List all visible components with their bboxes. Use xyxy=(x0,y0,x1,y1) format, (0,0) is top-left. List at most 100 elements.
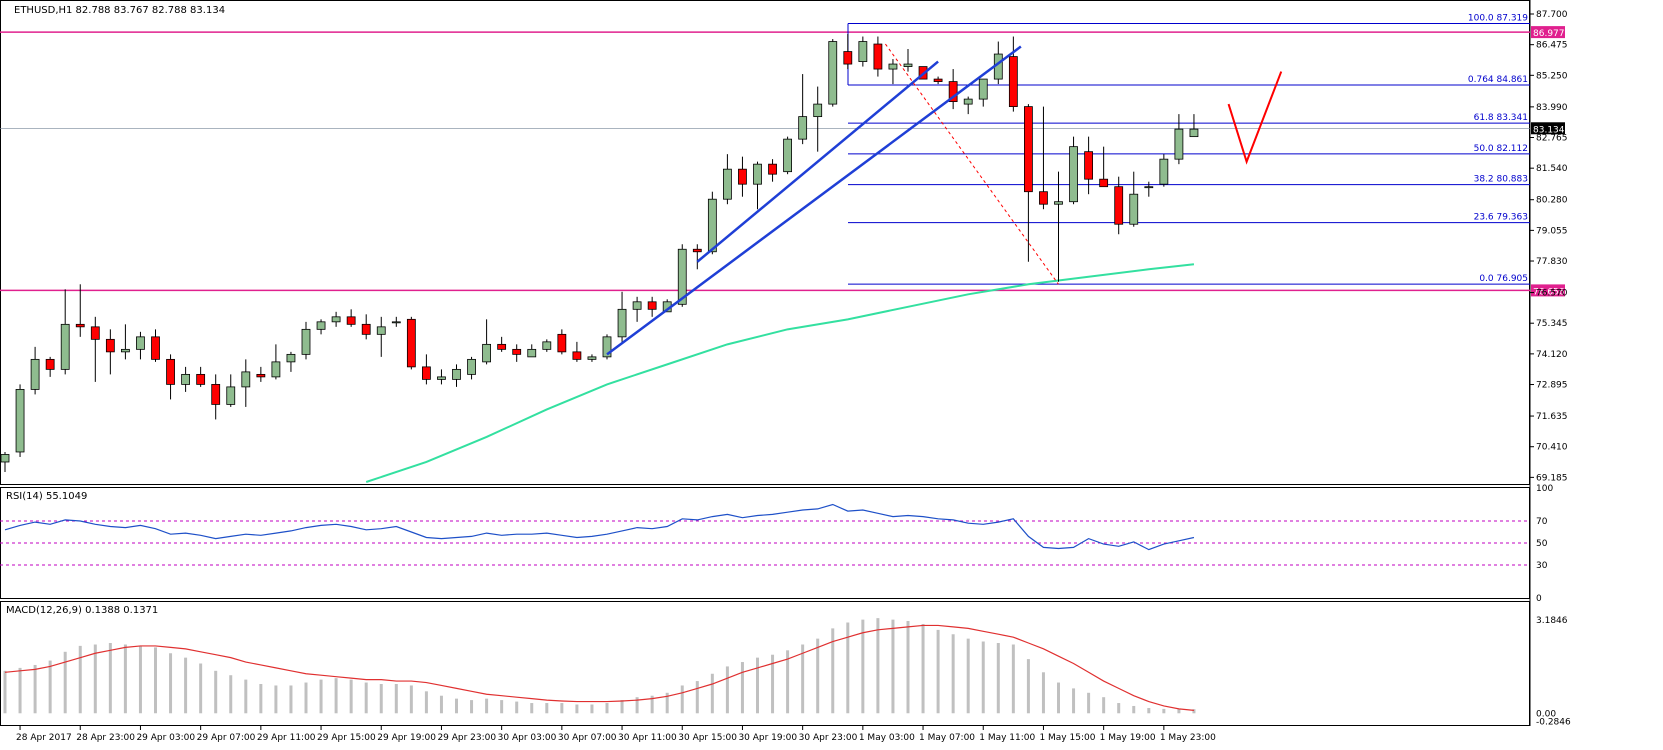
candle-body xyxy=(948,81,958,103)
time-tick-label-12: 30 Apr 19:00 xyxy=(738,733,797,743)
candle-body xyxy=(677,248,687,305)
candle-60 xyxy=(903,49,913,72)
candle-38 xyxy=(572,341,582,362)
fib-level-label-0: 100.0 87.319 xyxy=(1468,14,1528,24)
candle-body xyxy=(527,348,537,358)
time-tick-label-5: 29 Apr 15:00 xyxy=(317,733,376,743)
candle-body xyxy=(738,168,747,185)
time-tick-label-11: 30 Apr 15:00 xyxy=(678,733,737,743)
candle-body xyxy=(482,343,492,363)
fib-level-label-3: 50.0 82.112 xyxy=(1474,144,1528,154)
candle-36 xyxy=(542,339,552,352)
time-tick-label-9: 30 Apr 07:00 xyxy=(558,733,617,743)
rsi-tick-label-4: 0 xyxy=(1536,594,1542,604)
rsi-tick-label-2: 50 xyxy=(1536,539,1548,549)
macd-indicator: 3.1846 0.00-0.2846 xyxy=(3,616,1571,728)
candle-body xyxy=(346,316,356,325)
candle-65 xyxy=(978,78,988,107)
candle-body xyxy=(813,103,823,118)
candle-17 xyxy=(256,366,266,382)
candle-body xyxy=(1129,193,1139,225)
rsi-label: RSI(14) 55.1049 xyxy=(6,491,87,502)
candle-57 xyxy=(858,36,868,67)
candle-7 xyxy=(105,329,115,375)
candle-69 xyxy=(1039,106,1048,210)
candle-78 xyxy=(1174,114,1184,165)
candle-30 xyxy=(452,364,461,387)
time-tick-label-15: 1 May 07:00 xyxy=(919,733,975,743)
time-tick-label-17: 1 May 15:00 xyxy=(1039,733,1095,743)
candle-body xyxy=(271,361,281,378)
projection-path xyxy=(1227,71,1283,165)
candle-14 xyxy=(211,374,221,420)
candle-body xyxy=(617,308,627,338)
candle-body xyxy=(1114,186,1124,225)
candle-body xyxy=(632,301,642,310)
candle-58 xyxy=(873,36,883,77)
time-tick-label-4: 29 Apr 11:00 xyxy=(257,733,316,743)
candle-body xyxy=(301,328,311,355)
candle-body xyxy=(572,351,582,360)
macd-tick-label-2: -0.2846 xyxy=(1536,718,1571,728)
candle-34 xyxy=(512,344,522,362)
candle-body xyxy=(978,78,988,100)
candle-25 xyxy=(376,316,386,357)
candle-79 xyxy=(1189,114,1199,138)
candle-body xyxy=(587,356,597,360)
candle-body xyxy=(60,323,70,370)
price-tick-label-8: 77.830 xyxy=(1536,257,1568,267)
candle-47 xyxy=(707,191,717,255)
rsi-tick-label-0: 100 xyxy=(1536,484,1553,494)
candle-20 xyxy=(301,321,311,360)
candle-body xyxy=(798,116,808,140)
candle-0 xyxy=(0,451,10,472)
candle-body xyxy=(286,353,296,363)
candle-75 xyxy=(1129,171,1139,227)
time-tick-label-14: 1 May 03:00 xyxy=(859,733,915,743)
candle-2 xyxy=(30,346,40,395)
candle-76 xyxy=(1144,181,1154,197)
candle-body xyxy=(331,316,341,323)
candle-9 xyxy=(136,331,145,360)
candle-body xyxy=(828,41,838,105)
candle-body xyxy=(933,78,943,82)
price-tick-label-12: 72.895 xyxy=(1536,381,1568,391)
candle-body xyxy=(90,326,100,340)
candle-13 xyxy=(196,366,206,387)
candle-12 xyxy=(181,366,191,392)
candle-35 xyxy=(527,344,537,358)
candle-63 xyxy=(948,69,958,110)
candle-body xyxy=(1084,151,1093,180)
time-tick-label-16: 1 May 11:00 xyxy=(979,733,1035,743)
candle-body xyxy=(437,376,446,380)
candle-62 xyxy=(933,76,943,85)
price-tick-label-3: 83.990 xyxy=(1536,103,1568,113)
candle-body xyxy=(361,323,371,335)
candle-body xyxy=(1159,158,1169,185)
price-tick-label-5: 81.540 xyxy=(1536,164,1568,174)
candle-body xyxy=(467,358,476,375)
candle-27 xyxy=(406,316,416,370)
macd-label: MACD(12,26,9) 0.1388 0.1371 xyxy=(6,605,158,616)
candle-body xyxy=(196,373,206,385)
candle-body xyxy=(707,198,717,253)
candle-body xyxy=(602,336,612,358)
candle-body xyxy=(1039,191,1048,205)
price-tick-label-10: 75.345 xyxy=(1536,319,1568,329)
fib-level-label-1: 0.764 84.861 xyxy=(1468,75,1528,85)
candle-body xyxy=(557,333,567,353)
candle-68 xyxy=(1024,104,1033,262)
chart-header: ETHUSD,H1 82.788 83.767 82.788 83.134 xyxy=(14,5,225,16)
candle-53 xyxy=(798,74,808,145)
candle-18 xyxy=(271,344,281,380)
candle-body xyxy=(1054,201,1063,205)
candle-49 xyxy=(738,156,747,197)
candle-29 xyxy=(437,369,446,385)
time-tick-label-18: 1 May 19:00 xyxy=(1100,733,1156,743)
candle-5 xyxy=(75,284,85,337)
horizontal-level-label-1: 76.656 xyxy=(1533,287,1565,297)
candle-39 xyxy=(587,354,597,362)
time-tick-label-8: 30 Apr 03:00 xyxy=(498,733,557,743)
candle-body xyxy=(512,348,522,355)
